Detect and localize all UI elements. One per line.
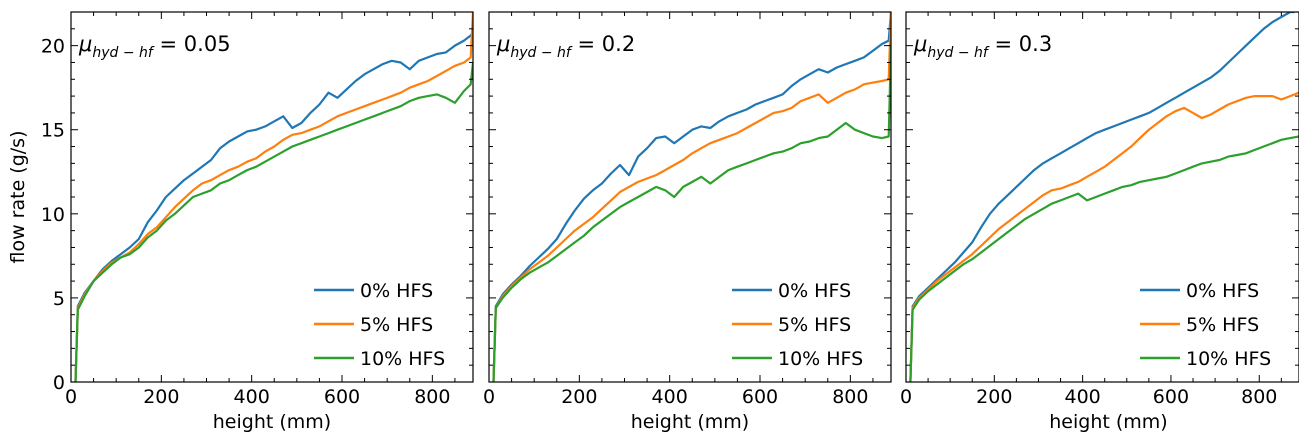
x-tick-label: 200: [561, 386, 597, 408]
annotation-symbol: μ: [78, 32, 92, 56]
x-tick-label: 200: [976, 386, 1012, 408]
annotation-subscript: hyd − hf: [927, 45, 990, 61]
x-tick-label: 600: [1153, 386, 1189, 408]
series-group: [74, 12, 473, 382]
panel-annotation: μhyd − hf = 0.05: [78, 32, 231, 61]
series-line-10-hfs: [492, 45, 891, 382]
series-line-5-hfs: [74, 12, 473, 382]
x-tick-label: 800: [1241, 386, 1277, 408]
x-tick-label: 400: [1064, 386, 1100, 408]
panel-2: 0 200 400 600 800 height (mm) μhyd − hf = 0.2 0…: [483, 11, 892, 433]
legend-label: 0% HFS: [1186, 280, 1259, 302]
annotation-value: = 0.2: [571, 32, 635, 56]
panel-1: 0 200 400 600 800 0 5 10 15 20 height (mm) flow rat…: [7, 11, 474, 433]
series-line-5-hfs: [909, 91, 1299, 382]
series-group: [492, 12, 891, 382]
panel-annotation: μhyd − hf = 0.3: [913, 32, 1052, 61]
panel-3: 0 200 400 600 800 height (mm) μhyd − hf = 0.3 0…: [900, 11, 1299, 433]
x-tick-label: 0: [65, 386, 77, 408]
series-line-0-hfs: [74, 31, 473, 382]
series-line-5-hfs: [492, 12, 891, 382]
annotation-value: = 0.05: [153, 32, 231, 56]
series-line-0-hfs: [909, 12, 1295, 382]
x-tick-label: 600: [742, 386, 778, 408]
x-tick-label: 800: [414, 386, 450, 408]
y-tick-label: 10: [41, 204, 65, 226]
annotation-symbol: μ: [913, 32, 927, 56]
x-tick-label: 0: [900, 386, 912, 408]
legend-label: 5% HFS: [778, 314, 851, 336]
y-tick-label: 15: [41, 120, 65, 142]
legend-label: 0% HFS: [778, 280, 851, 302]
x-axis-label: height (mm): [631, 411, 749, 433]
x-axis-label: height (mm): [1049, 411, 1167, 433]
x-axis-label: height (mm): [213, 411, 331, 433]
legend-label: 5% HFS: [1186, 314, 1259, 336]
legend-label: 5% HFS: [360, 314, 433, 336]
x-tick-label: 200: [143, 386, 179, 408]
legend-label: 10% HFS: [360, 348, 445, 370]
x-tick-label: 400: [234, 386, 270, 408]
panel-annotation: μhyd − hf = 0.2: [496, 32, 635, 61]
y-tick-label: 20: [41, 36, 65, 58]
x-tick-label: 600: [324, 386, 360, 408]
x-tick-label: 400: [652, 386, 688, 408]
annotation-symbol: μ: [496, 32, 510, 56]
legend-label: 10% HFS: [778, 348, 863, 370]
y-tick-label: 0: [53, 372, 65, 394]
x-tick-label: 0: [483, 386, 495, 408]
x-tick-label: 800: [832, 386, 868, 408]
legend-label: 10% HFS: [1186, 348, 1271, 370]
series-line-10-hfs: [74, 62, 473, 382]
legend-label: 0% HFS: [360, 280, 433, 302]
annotation-subscript: hyd − hf: [510, 45, 573, 61]
series-group: [909, 12, 1299, 382]
y-axis-label: flow rate (g/s): [7, 131, 29, 264]
series-line-10-hfs: [909, 135, 1299, 382]
annotation-subscript: hyd − hf: [92, 45, 155, 61]
annotation-value: = 0.3: [988, 32, 1052, 56]
y-tick-label: 5: [53, 288, 65, 310]
series-line-0-hfs: [492, 12, 891, 382]
